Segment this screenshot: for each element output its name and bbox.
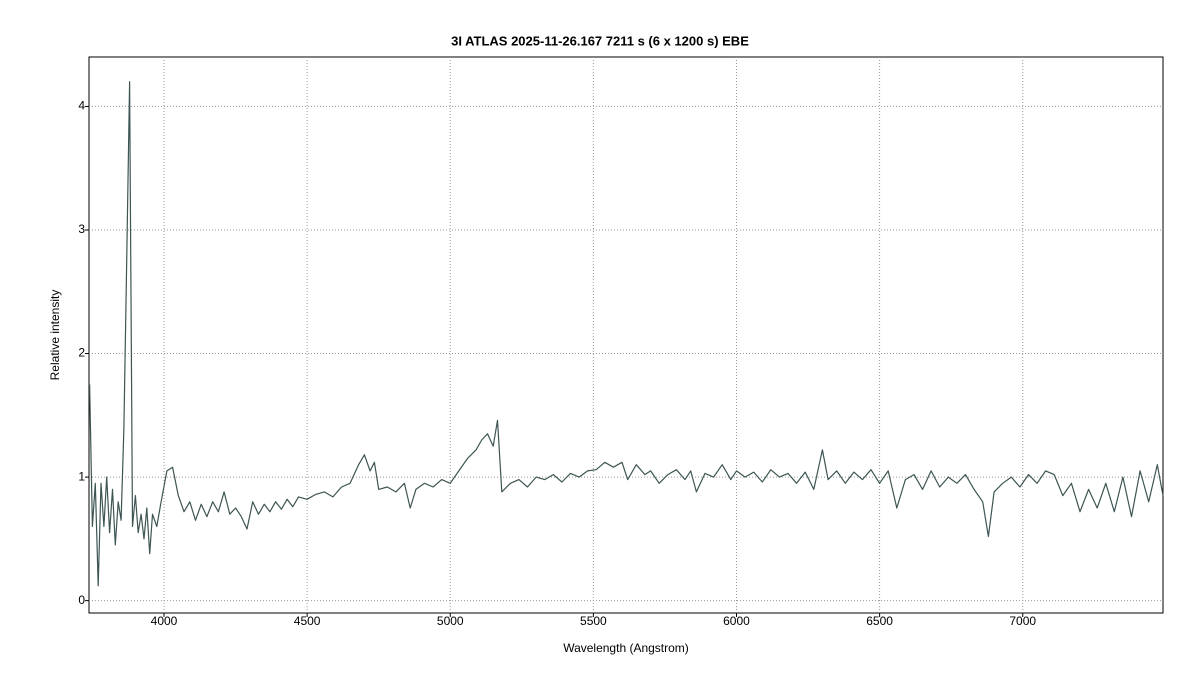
y-axis-label: Relative intensity: [48, 290, 62, 381]
x-axis-label: Wavelength (Angstrom): [563, 641, 689, 655]
y-tick-label: 3: [78, 222, 85, 236]
x-tick-label: 4500: [294, 614, 321, 628]
spectrum-line: [89, 81, 1164, 587]
x-tick-label: 5000: [437, 614, 464, 628]
x-tick-label: 6000: [723, 614, 750, 628]
x-tick-label: 5500: [580, 614, 607, 628]
chart-title: 3I ATLAS 2025-11-26.167 7211 s (6 x 1200…: [451, 33, 749, 48]
plot-frame: [88, 56, 1164, 614]
y-tick-label: 0: [78, 593, 85, 607]
y-tick-label: 2: [78, 346, 85, 360]
x-tick-label: 6500: [866, 614, 893, 628]
y-tick-label: 4: [78, 99, 85, 113]
x-tick-label: 7000: [1009, 614, 1036, 628]
y-tick-label: 1: [78, 469, 85, 483]
x-tick-label: 4000: [151, 614, 178, 628]
